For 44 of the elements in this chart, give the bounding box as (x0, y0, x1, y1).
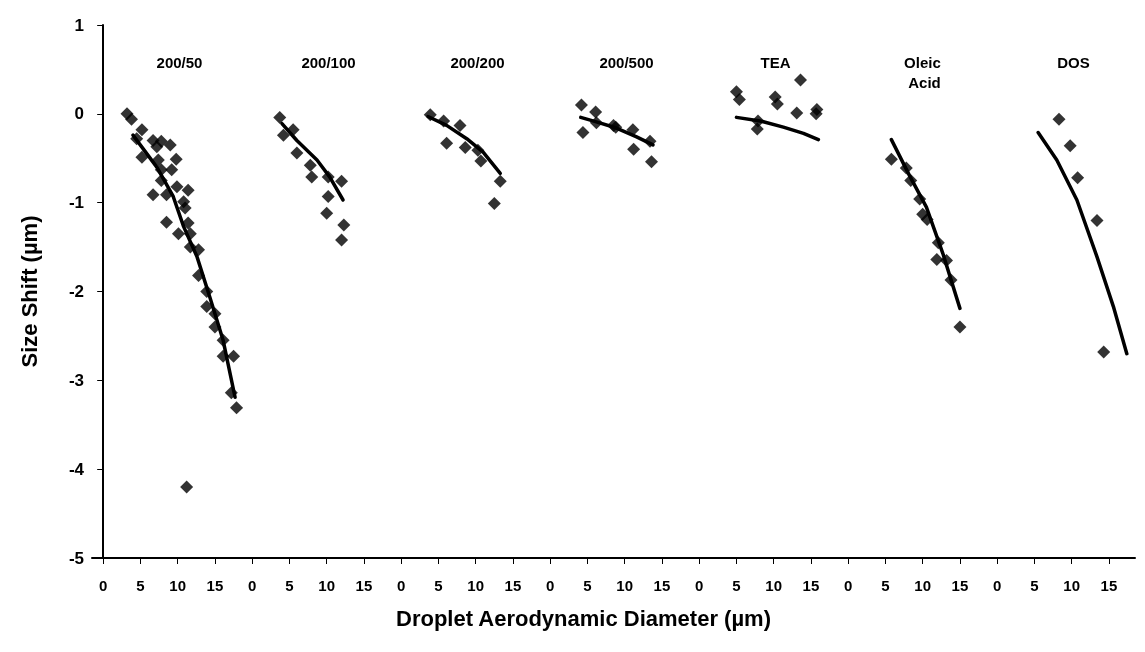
x-tick-label: 5 (434, 577, 443, 594)
x-tick-label: 5 (285, 577, 294, 594)
text: 200/500 (599, 53, 654, 71)
y-tick-label: -2 (68, 282, 84, 301)
text: 200/100 (301, 53, 356, 71)
text: Oleic Acid (904, 53, 945, 91)
x-tick-label: 5 (136, 577, 145, 594)
x-tick-label: 15 (802, 577, 820, 594)
x-tick-label: 10 (1063, 577, 1081, 594)
x-tick-label: 10 (914, 577, 932, 594)
x-tick-label: 15 (206, 577, 224, 594)
x-axis-title: Droplet Aerodynamic Diameter (µm) (395, 606, 772, 632)
x-tick-label: 15 (1100, 577, 1118, 594)
text: TEA (760, 53, 791, 71)
x-tick-label: 10 (467, 577, 485, 594)
y-tick-label: -3 (68, 370, 84, 390)
x-tick-label: 0 (546, 577, 555, 594)
x-tick-label: 0 (397, 577, 406, 594)
x-tick-label: 10 (765, 577, 783, 594)
x-tick-label: 0 (99, 577, 108, 594)
x-tick-label: 10 (616, 577, 634, 594)
x-tick-label: 0 (844, 577, 853, 594)
x-tick-label: 10 (318, 577, 336, 594)
y-tick-label: 1 (74, 15, 84, 35)
text: DOS (1057, 53, 1090, 71)
text: 200/200 (450, 53, 505, 71)
x-tick-label: 15 (355, 577, 373, 594)
y-axis-title: Size Shift (µm) (16, 215, 42, 368)
x-tick-label: 5 (732, 577, 741, 594)
x-tick-label: 10 (169, 577, 187, 594)
y-tick-label: 0 (74, 104, 84, 124)
y-tick-label: -1 (68, 193, 84, 213)
x-tick-label: 5 (881, 577, 890, 594)
y-tick-label: -4 (68, 459, 85, 479)
text: 200/50 (156, 53, 203, 71)
x-tick-label: 5 (1030, 577, 1039, 594)
x-tick-label: 0 (248, 577, 257, 594)
x-tick-label: 15 (653, 577, 671, 594)
x-tick-label: 15 (504, 577, 522, 594)
x-tick-label: 5 (583, 577, 592, 594)
y-tick-label: -5 (68, 548, 84, 568)
x-tick-label: 0 (695, 577, 704, 594)
x-tick-label: 15 (951, 577, 969, 594)
x-tick-label: 0 (993, 577, 1002, 594)
